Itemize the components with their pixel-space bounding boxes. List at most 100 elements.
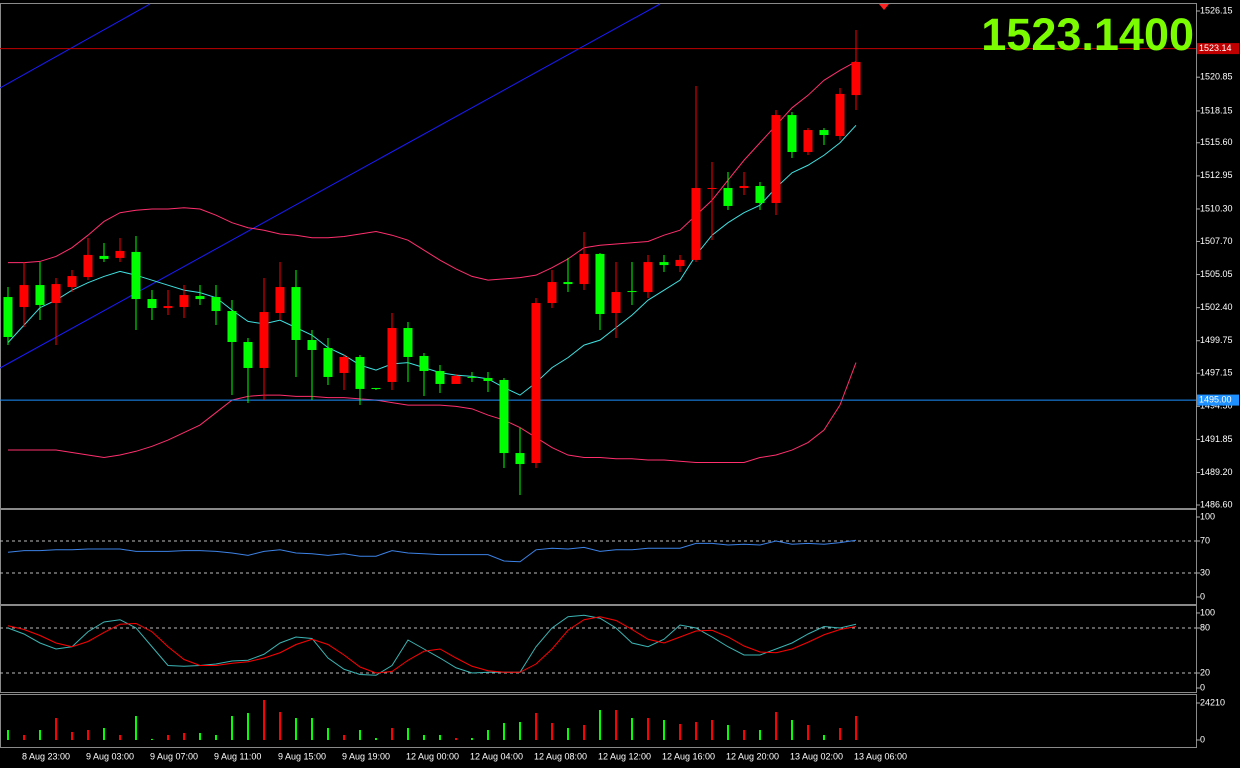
- candle-body: [611, 292, 621, 314]
- x-tick-label: 12 Aug 20:00: [726, 751, 779, 761]
- y-tick-label: 1499.75: [1200, 335, 1233, 345]
- y-tick-label: 1512.95: [1200, 170, 1233, 180]
- indicator-line: [7, 616, 857, 674]
- candle-body: [3, 297, 13, 338]
- y-tick-label: 1515.60: [1200, 137, 1233, 147]
- price-tag: [1197, 43, 1239, 55]
- candle-body: [627, 291, 637, 293]
- candle-body: [819, 130, 829, 136]
- candle-body: [499, 379, 509, 454]
- candle-body: [275, 287, 285, 314]
- y-tick-label: 1497.15: [1200, 368, 1233, 378]
- y-tick-label: 1505.05: [1200, 269, 1233, 279]
- x-tick-label: 12 Aug 08:00: [534, 751, 587, 761]
- candle-body: [435, 370, 445, 384]
- candle-body: [259, 312, 269, 368]
- candle-body: [67, 276, 77, 288]
- candle-body: [387, 328, 397, 382]
- x-tick-label: 13 Aug 02:00: [790, 751, 843, 761]
- y-tick-label: 0: [1200, 734, 1205, 744]
- candle-body: [419, 355, 429, 371]
- candle-body: [307, 340, 317, 350]
- x-tick-label: 9 Aug 19:00: [342, 751, 390, 761]
- candle-body: [115, 250, 125, 258]
- candle-body: [531, 303, 541, 464]
- stoch-frame: [0, 605, 1197, 693]
- y-tick-label: 1510.30: [1200, 203, 1233, 213]
- candle-body: [131, 251, 141, 300]
- x-tick-label: 12 Aug 04:00: [470, 751, 523, 761]
- candle-body: [563, 282, 573, 285]
- x-tick-label: 12 Aug 16:00: [662, 751, 715, 761]
- candle-body: [243, 341, 253, 368]
- y-tick-label: 1502.40: [1200, 302, 1233, 312]
- y-tick-label: 1518.15: [1200, 105, 1233, 115]
- y-tick-label: 30: [1200, 567, 1210, 577]
- trend-line: [0, 3, 151, 89]
- volume-frame: [0, 694, 1197, 748]
- candle-body: [339, 356, 349, 373]
- candle-body: [835, 93, 845, 137]
- y-tick-label: 1520.85: [1200, 72, 1233, 82]
- candle-body: [515, 453, 525, 465]
- trend-line: [0, 3, 661, 369]
- candle-body: [707, 187, 717, 189]
- candle-body: [659, 262, 669, 266]
- candle-body: [51, 284, 61, 304]
- price-display: 1523.1400: [981, 9, 1194, 60]
- candle-body: [35, 285, 45, 306]
- y-tick-label: 0: [1200, 591, 1205, 601]
- y-tick-label: 1507.70: [1200, 236, 1233, 246]
- candle-body: [675, 259, 685, 267]
- candle-body: [179, 295, 189, 308]
- candle-body: [355, 356, 365, 389]
- candle-body: [851, 61, 861, 96]
- y-tick-label: 0: [1200, 682, 1205, 692]
- y-tick-label: 100: [1200, 607, 1215, 617]
- candle-body: [579, 253, 589, 285]
- price-tag: [1197, 394, 1239, 406]
- y-tick-label: 1489.20: [1200, 467, 1233, 477]
- y-tick-label: 20: [1200, 667, 1210, 677]
- overlay-line: [7, 124, 857, 396]
- candle-body: [483, 377, 493, 381]
- candle-body: [211, 297, 221, 312]
- rsi-frame: [0, 509, 1197, 605]
- candle-body: [99, 255, 109, 259]
- candle-body: [227, 311, 237, 342]
- x-tick-label: 12 Aug 00:00: [406, 751, 459, 761]
- x-tick-label: 9 Aug 11:00: [214, 751, 261, 761]
- y-tick-label: 24210: [1200, 697, 1225, 707]
- x-tick-label: 13 Aug 06:00: [854, 751, 907, 761]
- x-tick-label: 9 Aug 03:00: [86, 751, 134, 761]
- y-tick-label: 1486.60: [1200, 499, 1233, 509]
- x-tick-label: 8 Aug 23:00: [22, 751, 70, 761]
- candle-body: [723, 187, 733, 206]
- candle-body: [147, 299, 157, 309]
- candle-body: [163, 306, 173, 309]
- x-tick-label: 9 Aug 15:00: [278, 751, 326, 761]
- candle-body: [739, 185, 749, 188]
- indicator-line: [7, 539, 857, 563]
- candle-body: [787, 115, 797, 153]
- y-tick-label: 80: [1200, 622, 1210, 632]
- indicator-line: [7, 614, 857, 676]
- candle-body: [595, 253, 605, 315]
- overlay-line: [8, 61, 857, 281]
- y-tick-label: 100: [1200, 511, 1215, 521]
- candle-body: [771, 115, 781, 203]
- price-tag-label: 1495.00: [1199, 394, 1232, 404]
- x-tick-label: 12 Aug 12:00: [598, 751, 651, 761]
- x-tick-label: 9 Aug 07:00: [150, 751, 198, 761]
- y-tick-label: 1494.50: [1200, 401, 1233, 411]
- candle-body: [643, 262, 653, 293]
- overlay-line: [8, 362, 857, 464]
- candle-body: [291, 287, 301, 340]
- panel-frames: [0, 3, 1197, 748]
- candle-body: [19, 285, 29, 308]
- candle-body: [403, 328, 413, 357]
- candle-body: [83, 254, 93, 278]
- candle-body: [803, 130, 813, 153]
